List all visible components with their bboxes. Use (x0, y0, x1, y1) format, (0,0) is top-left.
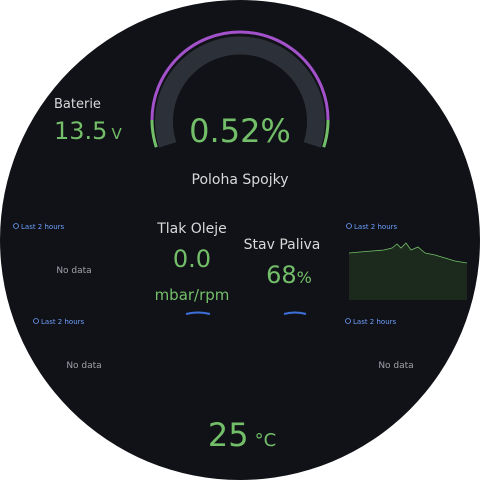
fuel-unit: % (297, 268, 312, 287)
panel-time: Last 2 hours (41, 318, 85, 326)
oil-unit: mbar/rpm (155, 286, 230, 304)
sparkline-area (349, 243, 467, 300)
fuel-reading: 68% (266, 261, 312, 289)
sparkline (348, 242, 468, 264)
gauge-threshold (150, 30, 330, 121)
battery-unit: V (111, 125, 122, 143)
temperature-unit: °C (255, 430, 277, 451)
battery-label: Baterie (54, 97, 101, 112)
gauge-track (155, 36, 325, 148)
temperature-value: 25 (208, 416, 249, 454)
panel-time: Last 2 hours (21, 223, 65, 231)
clock-icon (13, 223, 19, 229)
gauge-threshold (150, 119, 158, 148)
decor (283, 311, 307, 315)
decor (185, 311, 211, 315)
fuel-value: 68 (266, 261, 297, 289)
oil-label: Tlak Oleje (156, 221, 227, 237)
panel-time: Last 2 hours (354, 223, 398, 231)
oil-value: 0.0 (173, 245, 211, 273)
battery-reading: 13.5 V (54, 117, 122, 145)
gauge-threshold (322, 119, 330, 148)
no-data: No data (66, 361, 101, 371)
clock-icon (33, 318, 39, 324)
fuel-label: Stav Paliva (244, 237, 321, 253)
no-data: No data (56, 266, 91, 276)
gauge-value: 0.52% (189, 112, 291, 150)
battery-value: 13.5 (54, 117, 107, 145)
temperature-reading: 25 °C (208, 416, 276, 454)
clock-icon (346, 223, 352, 229)
panel-time: Last 2 hours (353, 318, 397, 326)
no-data: No data (378, 361, 413, 371)
clock-icon (345, 318, 351, 324)
gauge-label: Poloha Spojky (192, 172, 289, 188)
